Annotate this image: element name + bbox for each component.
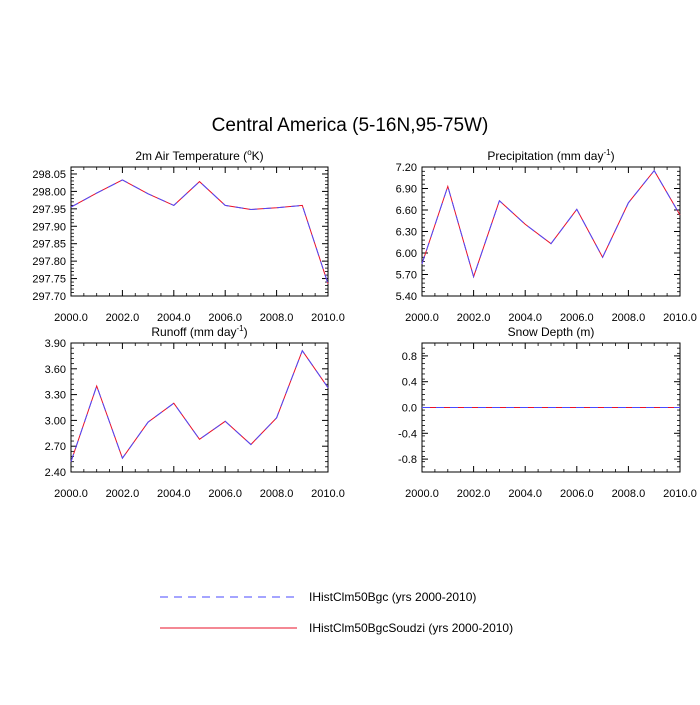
y-tick-label: 3.90: [45, 338, 66, 350]
x-tick-label: 2006.0: [208, 488, 242, 500]
x-tick-label: 2004.0: [508, 312, 542, 324]
y-tick-label: 297.80: [32, 256, 66, 268]
legend: IHistClm50Bgc (yrs 2000-2010) IHistClm50…: [160, 590, 513, 635]
y-tick-label: 6.90: [396, 184, 417, 196]
y-tick-label: 297.70: [32, 291, 66, 303]
x-tick-label: 2004.0: [157, 312, 191, 324]
y-tick-label: 2.40: [45, 467, 66, 479]
x-tick-label: 2000.0: [54, 312, 88, 324]
x-tick-label: 2002.0: [106, 312, 140, 324]
y-tick-label: 298.05: [32, 169, 66, 181]
x-tick-label: 2006.0: [208, 312, 242, 324]
x-tick-label: 2010.0: [663, 488, 697, 500]
x-tick-label: 2002.0: [457, 312, 491, 324]
panel-precipitation: Precipitation (mm day-1) 5.40 5.70 6.00 6.30…: [396, 148, 697, 324]
y-tick-label: 0.8: [402, 351, 417, 363]
x-tick-label: 2010.0: [311, 488, 345, 500]
series-line-bgc: [70, 349, 329, 462]
y-tick-label: 3.60: [45, 364, 66, 376]
panel-title-air-temperature: 2m Air Temperature (oK): [135, 148, 263, 163]
panel-title-snow-depth: Snow Depth (m): [508, 325, 595, 339]
y-tick-label: -0.4: [398, 428, 417, 440]
figure-title: Central America (5-16N,95-75W): [212, 115, 489, 136]
panel-title-precipitation: Precipitation (mm day-1): [487, 148, 614, 163]
series-line-soudzi: [421, 169, 681, 279]
x-tick-label: 2006.0: [560, 488, 594, 500]
x-tick-label: 2008.0: [260, 312, 294, 324]
x-tick-label: 2004.0: [157, 488, 191, 500]
y-tick-label: 5.70: [396, 270, 417, 282]
plot-frame: [70, 342, 329, 473]
y-tick-label: 298.00: [32, 186, 66, 198]
y-tick-label: 6.60: [396, 205, 417, 217]
x-tick-label: 2010.0: [311, 312, 345, 324]
panel-air-temperature: 2m Air Temperature (oK) 297.70 297.75 297.8…: [32, 148, 344, 324]
x-tick-label: 2000.0: [405, 488, 439, 500]
panel-snow-depth: Snow Depth (m) -0.8 -0.4 0.0 0.4 0.8 2000.0 200…: [398, 325, 697, 500]
x-tick-label: 2002.0: [106, 488, 140, 500]
y-tick-label: 297.95: [32, 204, 66, 216]
y-tick-label: 297.75: [32, 274, 66, 286]
x-tick-label: 2008.0: [612, 312, 646, 324]
x-tick-label: 2000.0: [405, 312, 439, 324]
y-tick-label: 0.0: [402, 403, 417, 415]
x-tick-label: 2008.0: [260, 488, 294, 500]
y-tick-label: -0.8: [398, 454, 417, 466]
y-tick-label: 297.90: [32, 221, 66, 233]
x-tick-label: 2002.0: [457, 488, 491, 500]
x-tick-label: 2006.0: [560, 312, 594, 324]
y-tick-label: 297.85: [32, 239, 66, 251]
series-line-bgc: [70, 179, 329, 284]
x-tick-label: 2008.0: [612, 488, 646, 500]
legend-label-bgc: IHistClm50Bgc (yrs 2000-2010): [309, 590, 476, 604]
y-tick-label: 2.70: [45, 441, 66, 453]
panel-runoff: Runoff (mm day-1) 2.40 2.70 3.00 3.30 3.60 3.9…: [45, 324, 345, 500]
y-tick-label: 6.00: [396, 248, 417, 260]
legend-label-soudzi: IHistClm50BgcSoudzi (yrs 2000-2010): [309, 621, 513, 635]
series-line-bgc: [421, 169, 681, 279]
x-tick-label: 2004.0: [508, 488, 542, 500]
y-tick-label: 7.20: [396, 162, 417, 174]
panel-title-runoff: Runoff (mm day-1): [151, 324, 247, 339]
y-tick-label: 3.00: [45, 415, 66, 427]
y-tick-label: 5.40: [396, 291, 417, 303]
y-tick-label: 3.30: [45, 390, 66, 402]
y-tick-label: 6.30: [396, 227, 417, 239]
y-tick-label: 0.4: [402, 377, 417, 389]
x-tick-label: 2000.0: [54, 488, 88, 500]
x-tick-label: 2010.0: [663, 312, 697, 324]
panels: 2m Air Temperature (oK) 297.70 297.75 297.8…: [32, 148, 696, 500]
series-line-soudzi: [70, 349, 329, 462]
series-line-soudzi: [70, 179, 329, 284]
